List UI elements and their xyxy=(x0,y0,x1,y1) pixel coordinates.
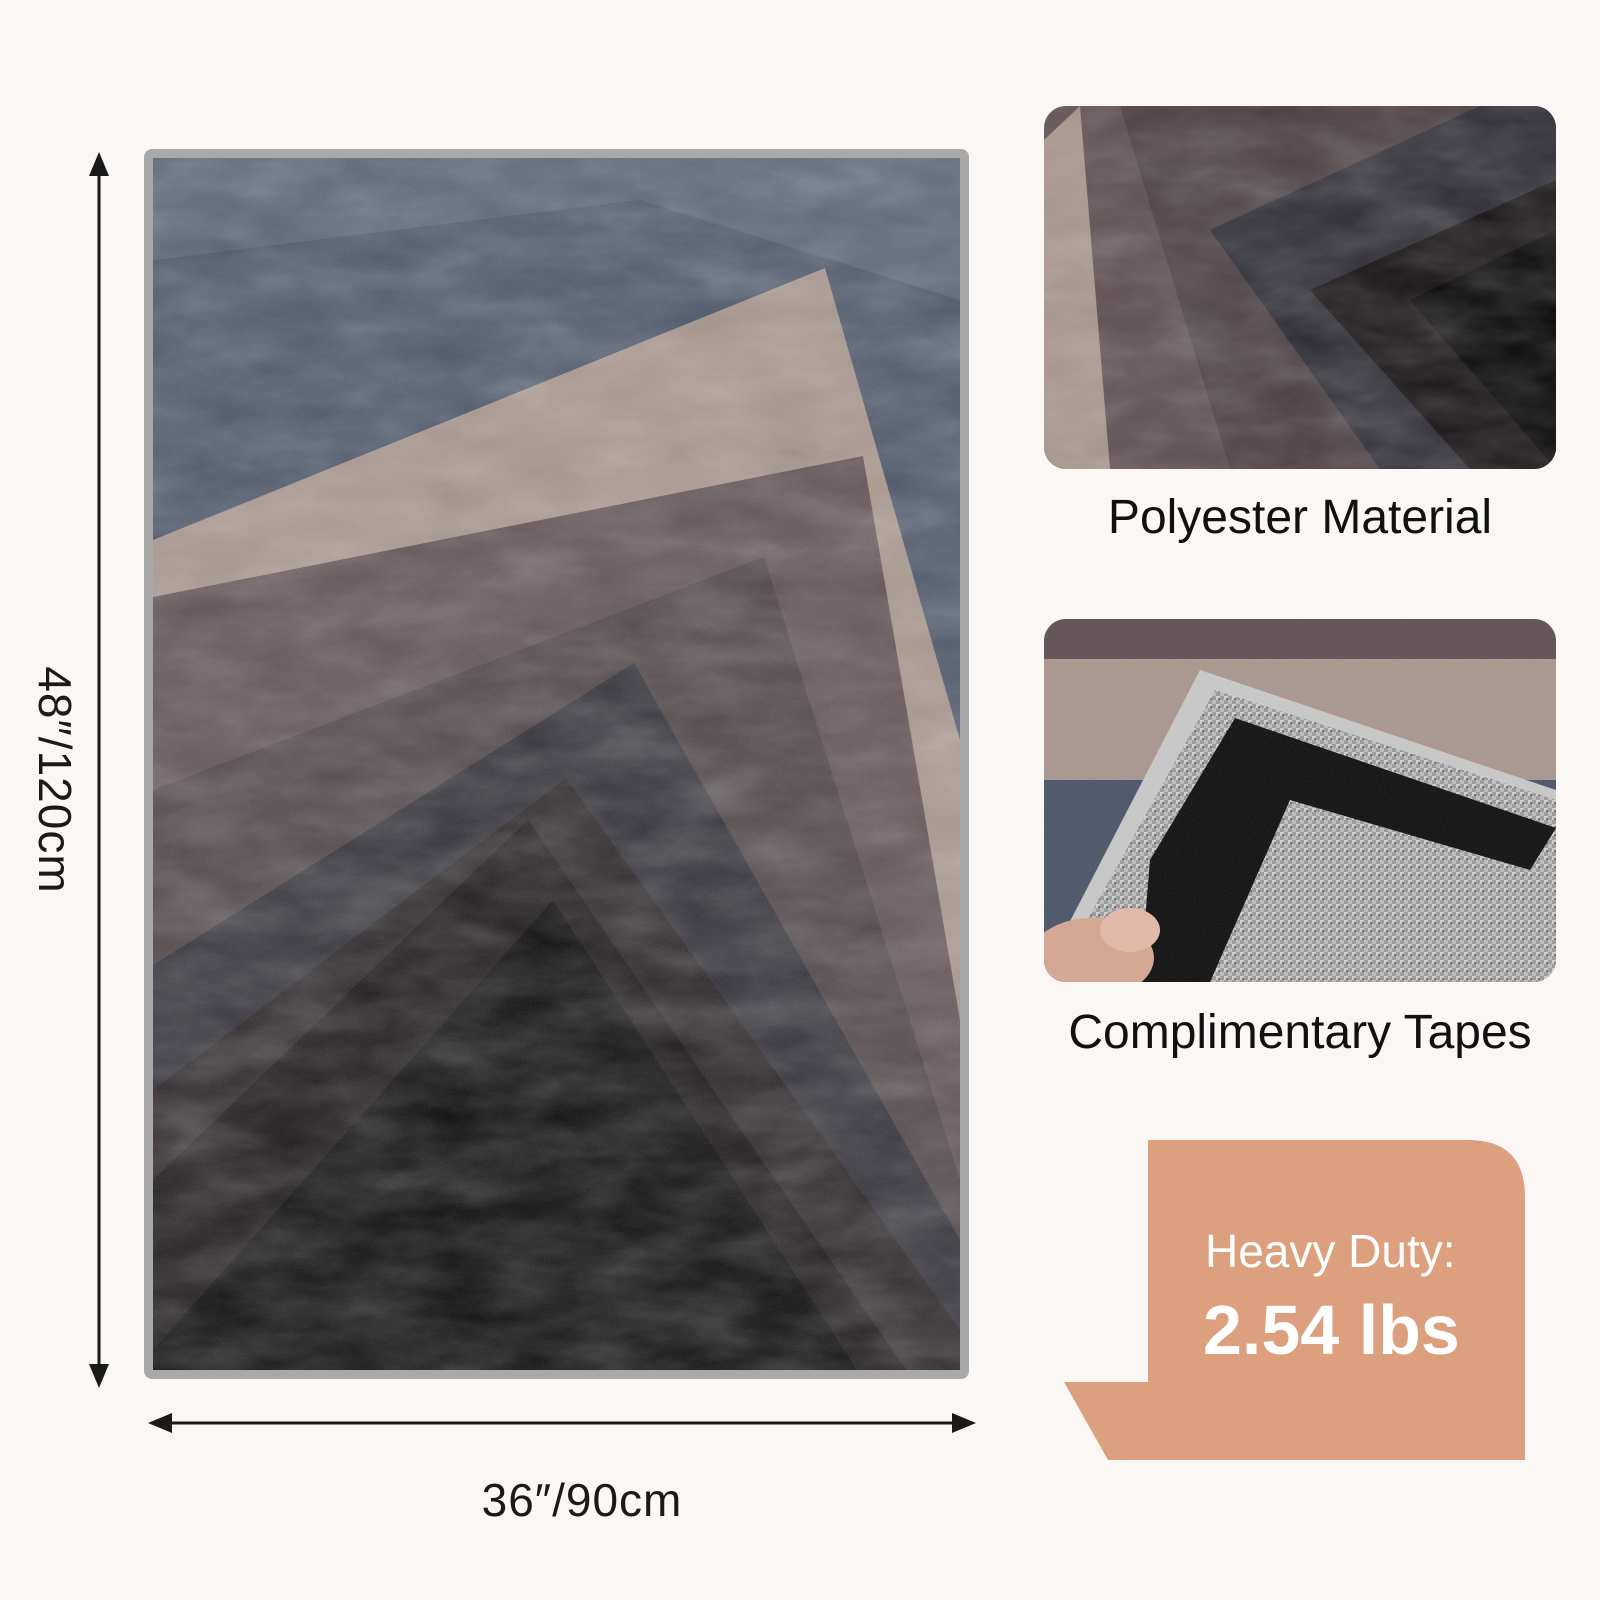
polyester-detail-image xyxy=(1044,106,1556,469)
main-rug-image xyxy=(144,149,969,1379)
width-dimension-arrow xyxy=(148,1413,976,1433)
height-dimension-label: 48″/120cm xyxy=(29,666,81,894)
tapes-detail-image xyxy=(1044,619,1556,982)
height-dimension-arrow xyxy=(89,152,109,1388)
width-dimension-label: 36″/90cm xyxy=(481,1474,683,1526)
badge-heading: Heavy Duty: xyxy=(1205,1225,1456,1277)
polyester-material-caption: Polyester Material xyxy=(1107,491,1493,544)
complimentary-tapes-caption: Complimentary Tapes xyxy=(1068,1006,1532,1059)
weight-badge xyxy=(1064,1140,1525,1460)
badge-weight-value: 2.54 lbs xyxy=(1203,1291,1460,1369)
